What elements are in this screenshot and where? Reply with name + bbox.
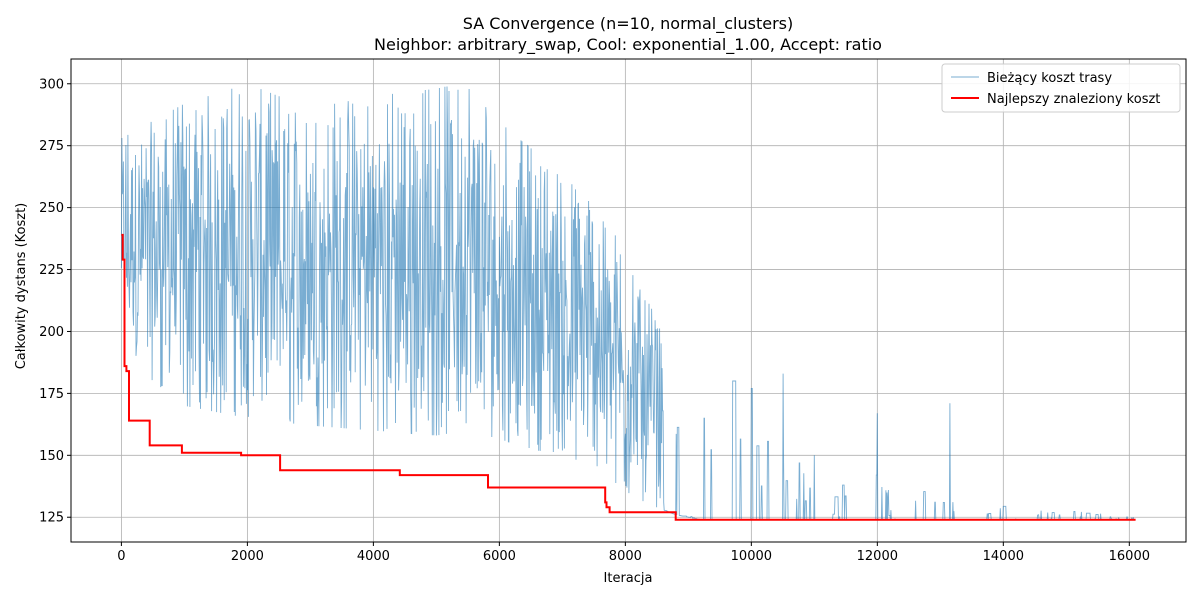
x-tick-label: 12000 <box>857 549 898 564</box>
series-best-cost <box>121 233 1136 521</box>
plot-frame <box>70 58 1187 543</box>
x-tick-label: 2000 <box>231 549 264 564</box>
best-cost-line <box>121 233 1136 521</box>
y-tick-label: 250 <box>39 201 64 216</box>
x-tick-label: 14000 <box>983 549 1024 564</box>
x-axis-label: Iteracja <box>604 571 653 586</box>
legend-label-best: Najlepszy znaleziony koszt <box>987 92 1160 107</box>
y-tick-label: 175 <box>39 387 64 402</box>
x-tick-label: 8000 <box>609 549 642 564</box>
y-tick-label: 275 <box>39 139 64 154</box>
x-tick-label: 16000 <box>1109 549 1150 564</box>
chart-title: SA Convergence (n=10, normal_clusters) <box>463 14 793 34</box>
y-tick-label: 200 <box>39 325 64 340</box>
y-tick-label: 300 <box>39 77 64 92</box>
y-tick-label: 150 <box>39 449 64 464</box>
y-tick-label: 125 <box>39 511 64 526</box>
x-axis-ticks: 0 2000 4000 6000 8000 10000 12000 14000 16000 <box>117 542 1150 564</box>
x-tick-label: 10000 <box>731 549 772 564</box>
chart-subtitle: Neighbor: arbitrary_swap, Cool: exponent… <box>374 35 882 55</box>
x-tick-label: 0 <box>117 549 125 564</box>
y-axis-label: Całkowity dystans (Koszt) <box>14 203 29 370</box>
x-tick-label: 4000 <box>357 549 390 564</box>
legend-label-current: Bieżący koszt trasy <box>987 71 1112 86</box>
y-axis-ticks: 125 150 175 200 225 250 275 300 <box>39 77 71 526</box>
y-tick-label: 225 <box>39 263 64 278</box>
legend-box <box>941 63 1181 113</box>
x-tick-label: 6000 <box>483 549 516 564</box>
legend: Bieżący koszt trasy Najlepszy znaleziony… <box>941 63 1181 113</box>
